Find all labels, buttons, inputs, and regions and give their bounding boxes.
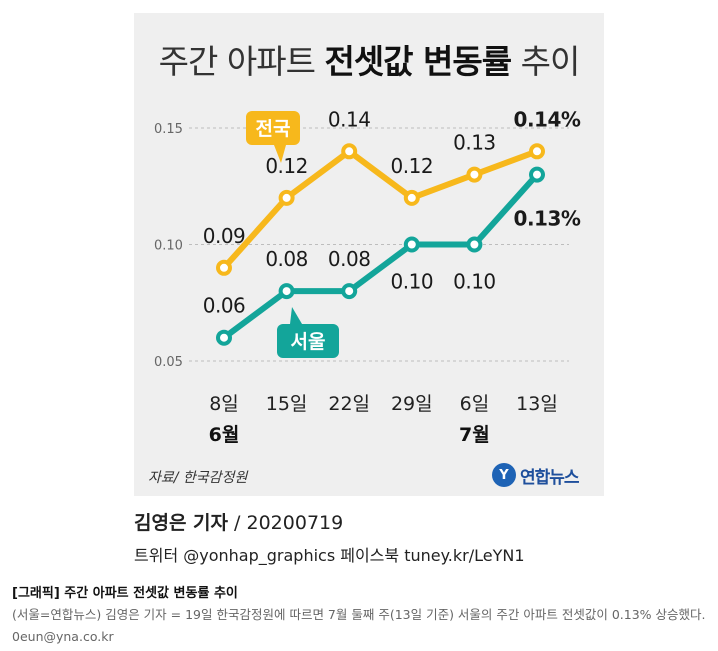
- data-label-1-5: 0.13%: [514, 207, 581, 231]
- data-label-0-3: 0.12: [391, 154, 434, 178]
- data-label-1-4: 0.10: [453, 270, 496, 294]
- x-tick-label-1: 15일: [266, 393, 308, 415]
- x-tick-label-5: 13일: [516, 393, 558, 415]
- x-tick-label-2: 22일: [328, 393, 370, 415]
- yonhap-logo-icon: Y: [492, 463, 516, 487]
- y-tick-label-1: 0.10: [154, 239, 183, 254]
- infographic: 주간 아파트 전셋값 변동률 추이 0.05 0.10 0.15 8일 6월 15일 22일…: [134, 13, 604, 496]
- data-label-1-1: 0.08: [265, 247, 308, 271]
- series-line-0: [221, 148, 539, 270]
- data-label-0-1: 0.12: [265, 154, 308, 178]
- social-handles: 트위터 @yonhap_graphics 페이스북 tuney.kr/LeYN1: [134, 546, 525, 565]
- x-tick-label-3: 29일: [391, 393, 433, 415]
- data-label-0-4: 0.13: [453, 131, 496, 155]
- data-point-0-0: [216, 259, 232, 276]
- data-point-1-4: [466, 236, 483, 253]
- x-tick-label-0: 8일: [209, 393, 239, 415]
- legend-label-0: 전국: [256, 118, 291, 140]
- x-tick-label-4: 6일: [460, 393, 490, 415]
- data-point-0-1: [278, 189, 295, 206]
- data-point-0-4: [466, 166, 483, 183]
- legend-box-0: [246, 111, 300, 145]
- title-bold: 전셋값 변동률: [324, 42, 512, 81]
- data-point-1-2: [341, 283, 358, 300]
- source-note: 자료/ 한국감정원: [148, 470, 248, 486]
- reporter-name: 김영은 기자: [134, 512, 229, 534]
- data-point-1-3: [403, 236, 420, 253]
- y-tick-label-0: 0.05: [154, 355, 183, 370]
- legend-pointer-1: [290, 307, 302, 324]
- data-point-0-5: [529, 143, 545, 160]
- data-label-0-5: 0.14%: [514, 107, 581, 131]
- line-chart: 0.05 0.10 0.15 8일 6월 15일 22일 29일 6일 7월 13일 0.09 0.12…: [154, 107, 581, 446]
- title-normal: 주간 아파트: [158, 42, 325, 81]
- data-label-1-0: 0.06: [203, 294, 246, 318]
- data-point-0-3: [403, 189, 420, 206]
- byline: 김영은 기자 / 20200719: [134, 508, 343, 535]
- x-month-label-0: 6월: [209, 424, 240, 446]
- yonhap-logo: Y 연합뉴스: [492, 459, 580, 491]
- data-point-1-1: [278, 283, 295, 300]
- data-point-0-2: [341, 143, 358, 160]
- legend-pointer-0: [274, 145, 286, 163]
- title-suffix: 추이: [511, 42, 581, 81]
- caption-body: (서울=연합뉴스) 김영은 기자 = 19일 한국감정원에 따르면 7월 둘째 …: [12, 607, 706, 644]
- data-label-0-0: 0.09: [203, 224, 246, 248]
- data-label-0-2: 0.14: [328, 107, 371, 131]
- data-label-1-3: 0.10: [391, 270, 434, 294]
- data-point-1-5: [529, 166, 545, 183]
- data-label-1-2: 0.08: [328, 247, 371, 271]
- legend-box-1: [277, 324, 339, 358]
- caption-title: [그래픽] 주간 아파트 전셋값 변동률 추이: [12, 586, 238, 601]
- chart-title: 주간 아파트 전셋값 변동률 추이: [134, 35, 604, 83]
- data-point-1-0: [216, 329, 232, 346]
- yonhap-logo-text: 연합뉴스: [520, 467, 580, 488]
- x-month-label-4: 7월: [459, 424, 490, 446]
- y-tick-label-2: 0.15: [154, 122, 183, 137]
- legend-label-1: 서울: [291, 331, 326, 353]
- byline-date: / 20200719: [228, 512, 344, 534]
- series-line-1: [222, 172, 540, 341]
